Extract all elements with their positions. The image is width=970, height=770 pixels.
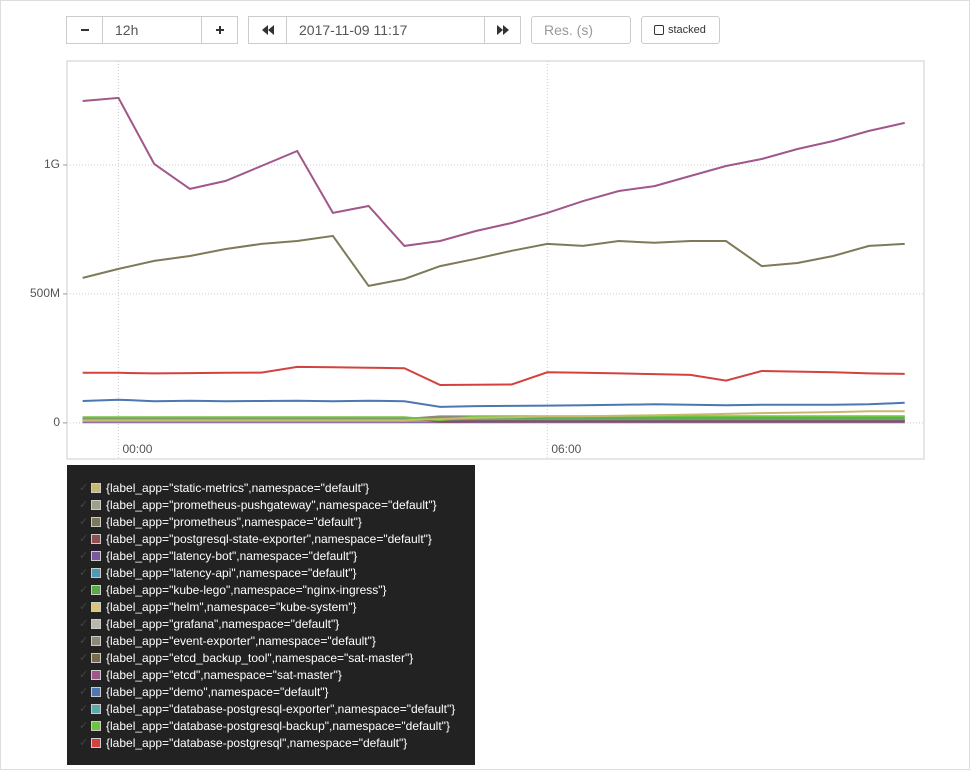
back-button[interactable]	[248, 16, 287, 44]
legend-label: {label_app="helm",namespace="kube-system…	[106, 599, 357, 614]
legend-swatch	[91, 652, 101, 663]
legend-check: ✓	[79, 567, 89, 579]
legend-label: {label_app="latency-api",namespace="defa…	[106, 565, 357, 580]
legend-entry[interactable]: ✓ {label_app="database-postgresql",namesp…	[79, 734, 407, 751]
series-line	[82, 415, 905, 422]
legend-entry[interactable]: ✓ {label_app="helm",namespace="kube-syste…	[79, 598, 357, 615]
legend-check: ✓	[79, 516, 89, 528]
legend-entry[interactable]: ✓ {label_app="latency-bot",namespace="def…	[79, 547, 357, 564]
forward-icon	[496, 25, 509, 35]
resolution-input[interactable]: Res. (s)	[531, 16, 631, 44]
legend-label: {label_app="grafana",namespace="default"…	[106, 616, 340, 631]
legend-swatch	[91, 618, 101, 629]
legend-swatch	[91, 499, 101, 510]
legend-label: {label_app="event-exporter",namespace="d…	[106, 633, 376, 648]
legend-entry[interactable]: ✓ {label_app="demo",namespace="default"}	[79, 683, 329, 700]
legend-swatch	[91, 550, 101, 561]
legend-entry[interactable]: ✓ {label_app="prometheus",namespace="defa…	[79, 513, 362, 530]
legend-label: {label_app="prometheus-pushgateway",name…	[106, 497, 437, 512]
y-tick-label: 500M	[30, 286, 60, 300]
legend-swatch	[91, 516, 101, 527]
legend-check: ✓	[79, 652, 89, 664]
legend-swatch	[91, 720, 101, 731]
legend-label: {label_app="demo",namespace="default"}	[106, 684, 329, 699]
legend: ✓ {label_app="static-metrics",namespace="…	[67, 465, 475, 765]
expand-range-button[interactable]	[201, 16, 238, 44]
legend-swatch	[91, 669, 101, 680]
legend-entry[interactable]: ✓ {label_app="latency-api",namespace="def…	[79, 564, 357, 581]
legend-label: {label_app="etcd",namespace="sat-master"…	[106, 667, 342, 682]
legend-swatch	[91, 567, 101, 578]
legend-entry[interactable]: ✓ {label_app="event-exporter",namespace="…	[79, 632, 376, 649]
legend-check: ✓	[79, 618, 89, 630]
minus-icon	[80, 29, 89, 31]
series-line	[82, 398, 905, 408]
stacked-checkbox	[654, 25, 664, 35]
legend-swatch	[91, 686, 101, 697]
legend-check: ✓	[79, 720, 89, 732]
legend-label: {label_app="prometheus",namespace="defau…	[106, 514, 362, 529]
legend-entry[interactable]: ✓ {label_app="static-metrics",namespace="…	[79, 479, 369, 496]
legend-check: ✓	[79, 703, 89, 715]
y-tick-label: 1G	[44, 157, 60, 171]
series-line	[82, 96, 905, 247]
legend-swatch	[91, 635, 101, 646]
stacked-button[interactable]: stacked	[641, 16, 720, 44]
legend-label: {label_app="database-postgresql-exporter…	[106, 701, 456, 716]
series-line	[82, 365, 905, 387]
back-icon	[261, 25, 274, 35]
legend-entry[interactable]: ✓ {label_app="etcd_backup_tool",namespace…	[79, 649, 413, 666]
legend-entry[interactable]: ✓ {label_app="prometheus-pushgateway",nam…	[79, 496, 437, 513]
plus-icon	[215, 26, 224, 34]
legend-entry[interactable]: ✓ {label_app="kube-lego",namespace="nginx…	[79, 581, 387, 598]
legend-label: {label_app="latency-bot",namespace="defa…	[106, 548, 358, 563]
legend-label: {label_app="etcd_backup_tool",namespace=…	[106, 650, 414, 665]
plot-frame	[66, 60, 925, 460]
legend-swatch	[91, 482, 101, 493]
legend-label: {label_app="database-postgresql-backup",…	[106, 718, 450, 733]
legend-label: {label_app="static-metrics",namespace="d…	[106, 480, 370, 495]
legend-check: ✓	[79, 533, 89, 545]
legend-check: ✓	[79, 584, 89, 596]
legend-swatch	[91, 601, 101, 612]
series-line	[82, 410, 905, 422]
legend-swatch	[91, 584, 101, 595]
range-input[interactable]: 12h	[102, 16, 202, 44]
legend-check: ✓	[79, 499, 89, 511]
forward-button[interactable]	[484, 16, 521, 44]
legend-entry[interactable]: ✓ {label_app="database-postgresql-exporte…	[79, 700, 455, 717]
legend-entry[interactable]: ✓ {label_app="database-postgresql-backup"…	[79, 717, 450, 734]
legend-check: ✓	[79, 669, 89, 681]
legend-check: ✓	[79, 482, 89, 494]
x-tick-label: 06:00	[551, 442, 581, 456]
x-tick-label: 00:00	[122, 442, 152, 456]
legend-swatch	[91, 737, 101, 748]
series-line	[82, 234, 905, 288]
legend-label: {label_app="postgresql-state-exporter",n…	[106, 531, 432, 546]
legend-entry[interactable]: ✓ {label_app="postgresql-state-exporter",…	[79, 530, 432, 547]
legend-entry[interactable]: ✓ {label_app="etcd",namespace="sat-master…	[79, 666, 342, 683]
legend-entry[interactable]: ✓ {label_app="grafana",namespace="default…	[79, 615, 339, 632]
legend-check: ✓	[79, 635, 89, 647]
legend-swatch	[91, 533, 101, 544]
legend-check: ✓	[79, 737, 89, 749]
legend-label: {label_app="database-postgresql",namespa…	[106, 735, 408, 750]
stacked-label: stacked	[668, 24, 706, 36]
legend-check: ✓	[79, 550, 89, 562]
end-time-input[interactable]: 2017-11-09 11:17	[286, 16, 485, 44]
y-tick-label: 0	[53, 415, 60, 429]
chart: 0 500M 1G 00:00 06:00	[30, 60, 925, 460]
legend-check: ✓	[79, 686, 89, 698]
legend-label: {label_app="kube-lego",namespace="nginx-…	[106, 582, 387, 597]
shrink-range-button[interactable]	[66, 16, 103, 44]
legend-swatch	[91, 703, 101, 714]
legend-check: ✓	[79, 601, 89, 613]
